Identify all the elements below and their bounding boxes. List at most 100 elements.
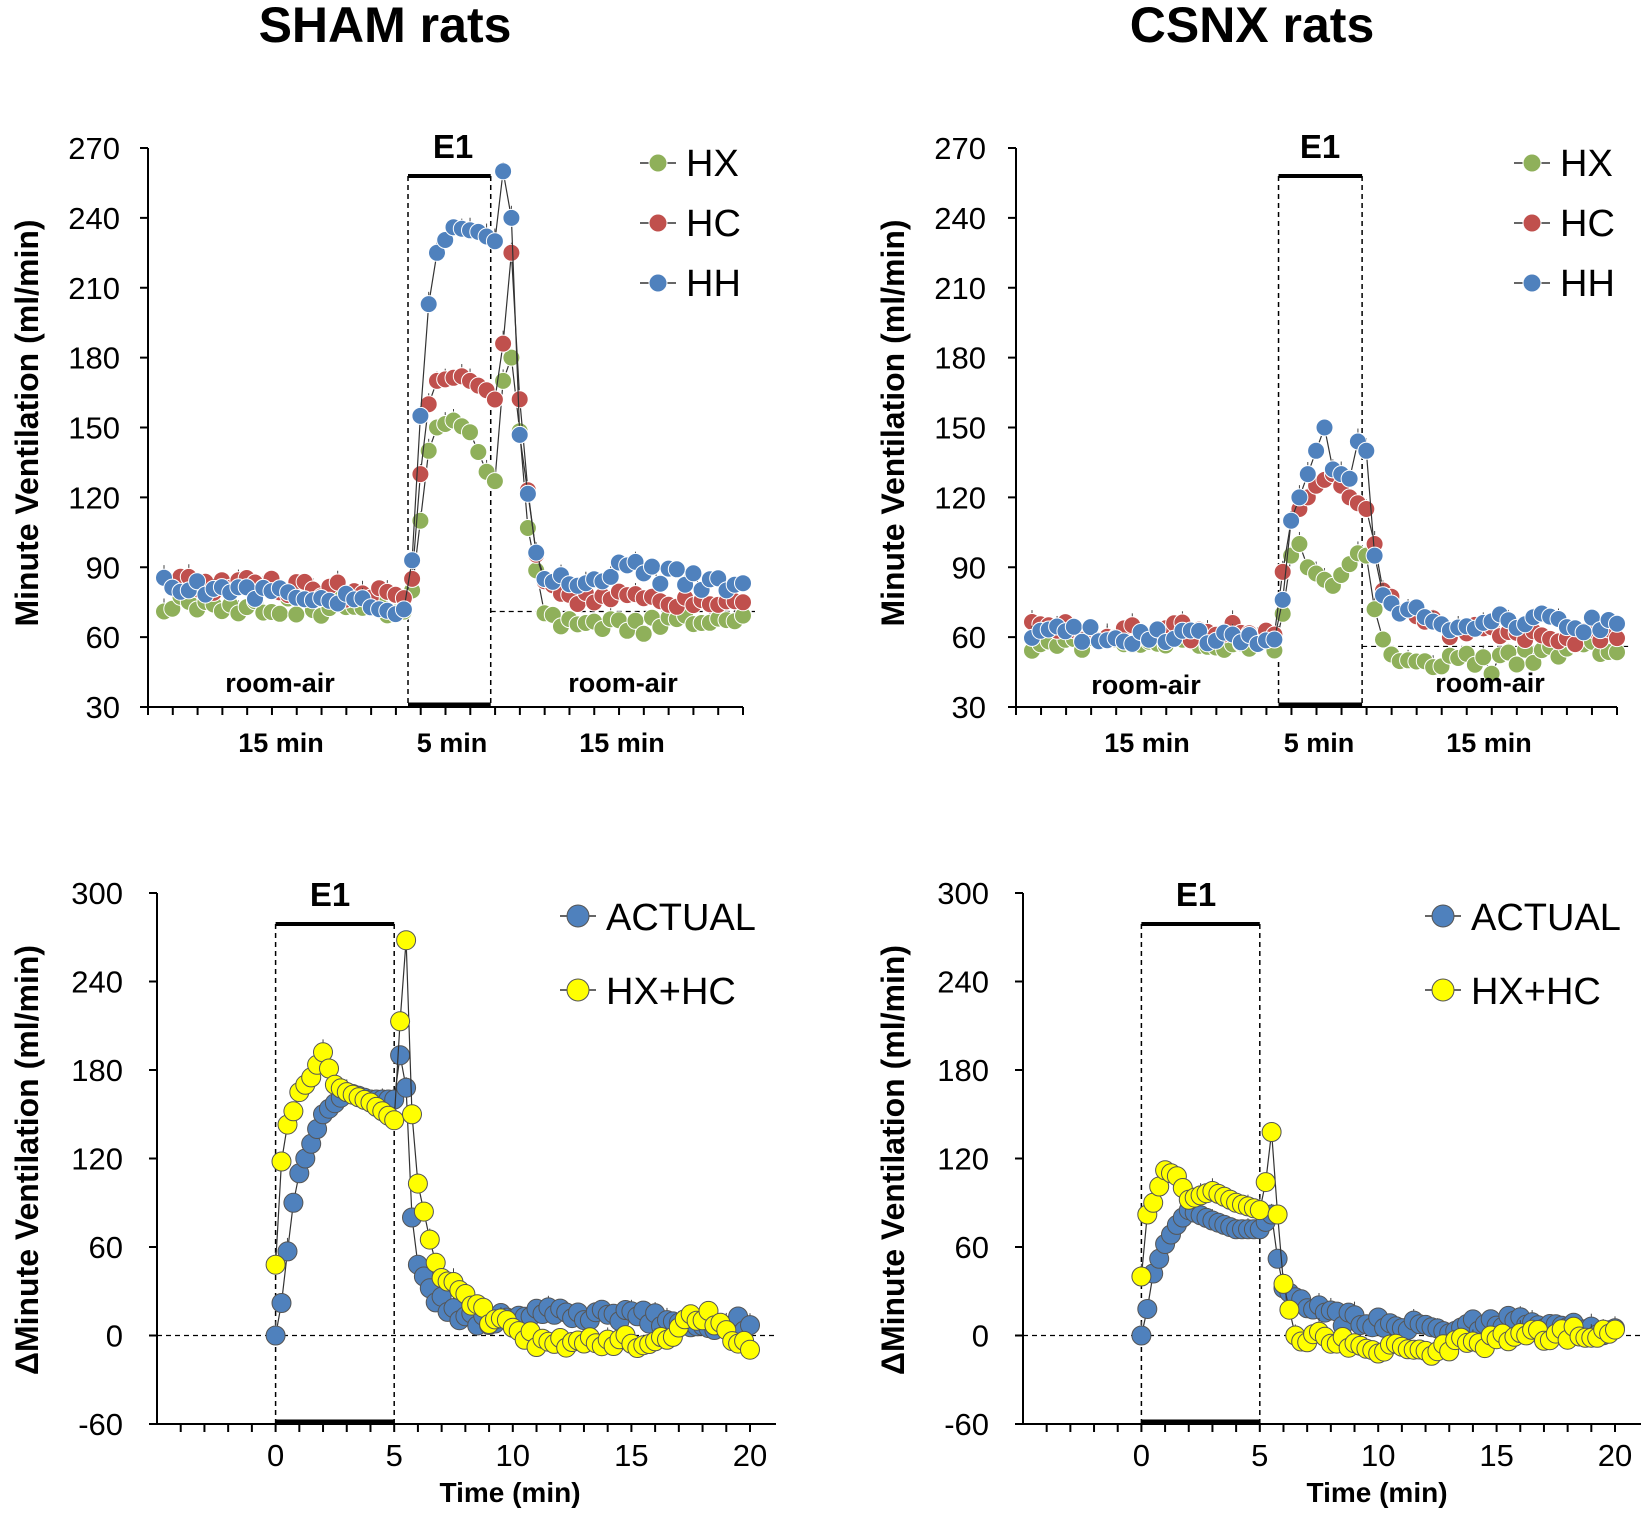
csnx-top-legend-label-hx: HX (1560, 143, 1613, 185)
csnx-top-ytick-label: 90 (952, 550, 986, 585)
csnx-top-hh-point (1064, 617, 1083, 636)
sham-top-hc-point (494, 334, 513, 353)
sham-top-legend-marker-hc (648, 213, 668, 233)
csnx-top-legend-marker-hc (1522, 213, 1542, 233)
csnx-bottom-legend-marker (1431, 978, 1455, 1002)
sham-bottom-y-label: ΔMinute Ventilation (ml/min) (9, 945, 45, 1375)
sham-bottom-xtick-label: 20 (733, 1438, 767, 1473)
sham-top-hh-point (428, 243, 446, 262)
sham-bottom-hxhc-point (390, 1011, 411, 1032)
sham-top-panel: Minute Ventilation (ml/min) 270 240 210 180… (9, 128, 755, 758)
csnx-top-phase-label-2: room-air (1435, 668, 1545, 698)
sham-top-hc-point (510, 390, 529, 409)
sham-top-hh-point (667, 560, 686, 579)
sham-bottom-hxhc-point (396, 930, 417, 951)
csnx-top-hx-point (1365, 600, 1384, 619)
sham-bottom-hxhc-point (271, 1151, 292, 1172)
csnx-top-legend-label-hh: HH (1560, 263, 1615, 305)
csnx-top-ytick-label: 210 (934, 271, 986, 306)
sham-top-hh-point (419, 295, 438, 314)
sham-bottom-legend-marker (566, 978, 590, 1002)
csnx-top-segment-1: 15 min (1104, 728, 1190, 758)
csnx-top-hx-point (1290, 535, 1309, 553)
sham-top-ytick-label: 270 (68, 131, 120, 166)
csnx-top-ytick-label: 60 (952, 620, 986, 655)
sham-top-hc-point (403, 569, 422, 588)
csnx-bottom-actual-point (1137, 1299, 1158, 1319)
sham-top-hh-point (684, 564, 703, 583)
sham-bottom-ytick-label: 60 (89, 1230, 123, 1265)
sham-top-legend-marker-hx (648, 153, 668, 173)
csnx-top-ytick-label: 30 (952, 690, 986, 725)
sham-top-hh-point (734, 574, 752, 593)
sham-top-hh-point (394, 600, 413, 619)
csnx-bottom-xtick-label: 0 (1133, 1438, 1150, 1473)
sham-bottom-ytick-label: 0 (106, 1319, 123, 1354)
sham-top-ytick-label: 240 (68, 201, 120, 236)
csnx-top-hh-point (1282, 511, 1301, 530)
csnx-bottom-hxhc-point (1131, 1266, 1152, 1287)
sham-bottom-hxhc-point (419, 1229, 440, 1250)
csnx-top-phase-label-1: room-air (1091, 670, 1201, 700)
sham-top-hx-point (419, 441, 438, 460)
csnx-top-hh-point (1081, 618, 1100, 637)
sham-top-ytick-label: 210 (68, 271, 120, 306)
csnx-top-e1-label: E1 (1300, 128, 1340, 165)
sham-bottom-ytick-label: 120 (71, 1142, 123, 1177)
csnx-top-ytick-label: 180 (934, 341, 986, 376)
sham-top-segment-2: 5 min (417, 728, 488, 758)
csnx-bottom-hxhc-point (1261, 1122, 1282, 1142)
csnx-bottom-xtick-label: 20 (1598, 1438, 1632, 1473)
sham-top-hh-point (510, 425, 529, 444)
csnx-bottom-hxhc-point (1273, 1273, 1294, 1294)
sham-bottom-e1-label: E1 (310, 876, 350, 913)
sham-bottom-legend-marker (566, 904, 590, 928)
sham-top-hc-point (502, 243, 521, 262)
sham-top-legend-label-hh: HH (686, 263, 741, 305)
csnx-top-hx-point (1482, 664, 1501, 683)
csnx-top-hx-point (1474, 648, 1493, 667)
sham-top-hx-point (287, 605, 306, 624)
sham-bottom-panel: ΔMinute Ventilation (ml/min) 300 240 180 12… (9, 876, 776, 1508)
csnx-bottom-ytick-label: 240 (937, 965, 989, 1000)
sham-bottom-xtick-label: 0 (267, 1438, 284, 1473)
csnx-top-hh-point (1073, 632, 1092, 651)
csnx-top-hh-point (1357, 441, 1376, 460)
sham-top-hx-point (502, 348, 521, 367)
sham-top-segment-1: 15 min (238, 728, 324, 758)
sham-top-hh-point (643, 557, 661, 576)
csnx-top-hh-point (1190, 621, 1209, 640)
sham-bottom-xtick-label: 15 (614, 1438, 648, 1473)
csnx-top-hh-point (1273, 590, 1292, 609)
csnx-bottom-xtick-label: 10 (1361, 1438, 1395, 1473)
csnx-top-ytick-label: 270 (934, 131, 986, 166)
sham-bottom-xtick-label: 5 (386, 1438, 403, 1473)
csnx-bottom-hxhc-point (1279, 1299, 1300, 1320)
sham-top-ytick-label: 180 (68, 341, 120, 376)
sham-top-hx-point (485, 472, 504, 491)
sham-bottom-actual-point (277, 1241, 298, 1262)
csnx-top-ytick-label: 120 (934, 480, 986, 515)
csnx-top-hh-point (1148, 620, 1167, 639)
sham-top-segment-3: 15 min (579, 728, 665, 758)
csnx-bottom-hxhc-point (1255, 1172, 1276, 1193)
csnx-bottom-e1-label: E1 (1176, 876, 1216, 913)
sham-top-hh-point (494, 162, 513, 181)
sham-top-phase-label-2: room-air (568, 668, 678, 698)
csnx-top-hh-point (1290, 488, 1309, 507)
sham-bottom-hxhc-point (740, 1339, 760, 1360)
sham-top-ytick-label: 60 (86, 620, 120, 655)
sham-title: SHAM rats (259, 0, 512, 53)
sham-bottom-hxhc-point (265, 1254, 286, 1275)
csnx-top-hx-point (1374, 630, 1392, 649)
sham-top-ytick-label: 30 (86, 690, 120, 725)
csnx-bottom-hxhc-point (1249, 1200, 1270, 1221)
csnx-top-hh-point (1298, 465, 1317, 484)
sham-bottom-actual-point (265, 1325, 286, 1346)
sham-bottom-ytick-label: 180 (71, 1053, 123, 1088)
csnx-top-ytick-label: 240 (934, 201, 986, 236)
sham-top-hx-point (634, 624, 653, 643)
csnx-top-hx-point (1524, 653, 1543, 672)
sham-bottom-hxhc-point (407, 1173, 428, 1194)
